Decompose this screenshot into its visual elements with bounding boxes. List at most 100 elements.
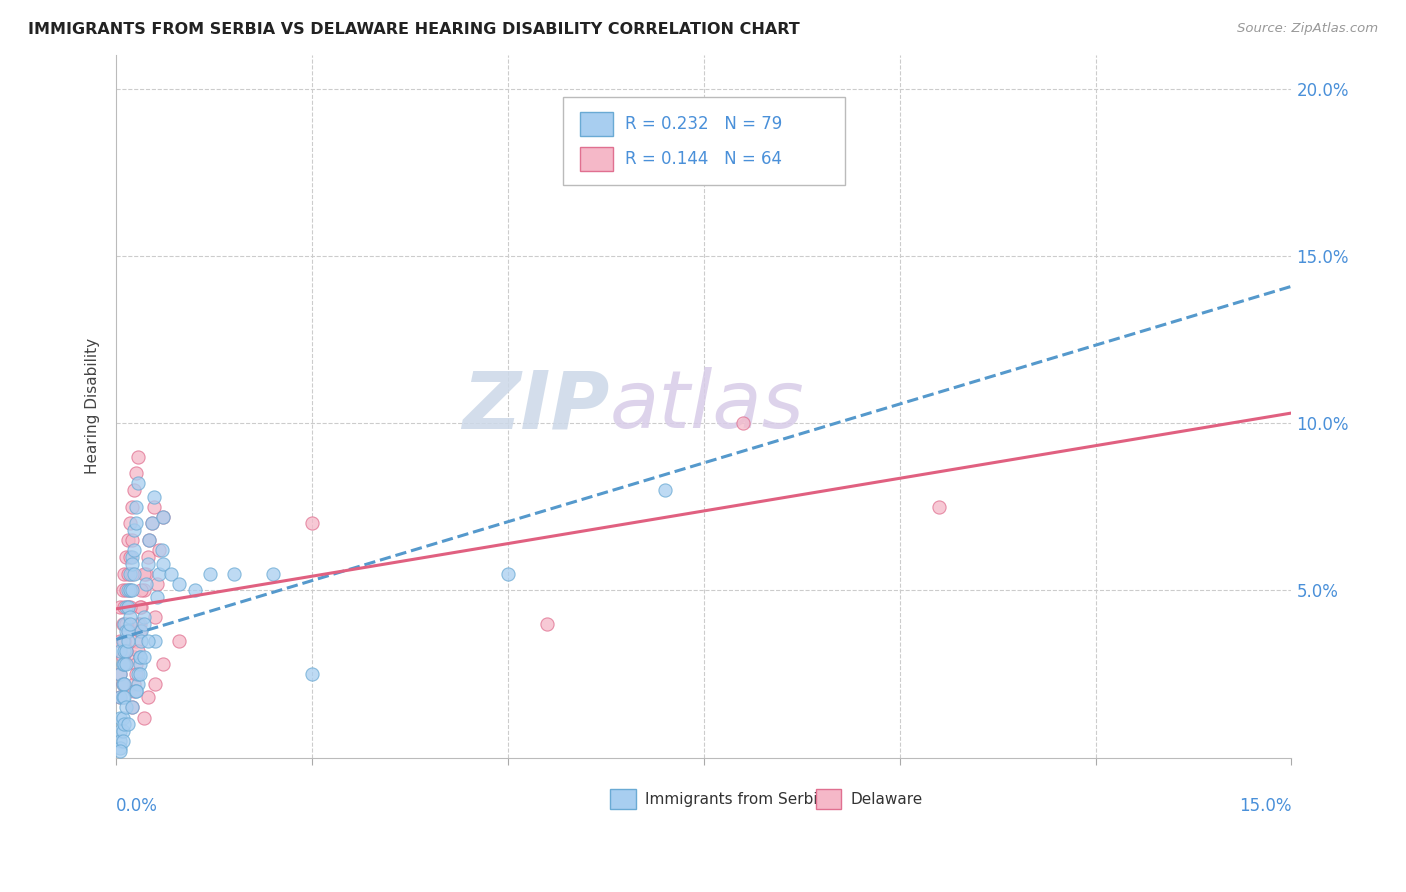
FancyBboxPatch shape — [815, 789, 841, 809]
Point — [928, 500, 950, 514]
Point — [108, 740, 131, 755]
Text: Delaware: Delaware — [851, 791, 922, 806]
Point — [121, 500, 143, 514]
Point — [122, 543, 145, 558]
Point — [200, 566, 222, 581]
Text: atlas: atlas — [610, 368, 804, 445]
Point — [152, 509, 174, 524]
Point — [108, 633, 131, 648]
Point — [125, 657, 148, 671]
Point — [117, 600, 139, 615]
Point — [117, 624, 139, 638]
Point — [132, 650, 155, 665]
Point — [120, 583, 142, 598]
Point — [120, 583, 142, 598]
Point — [121, 549, 143, 564]
Point — [167, 633, 190, 648]
Point — [112, 677, 135, 691]
Point — [112, 643, 135, 657]
Point — [108, 600, 131, 615]
Point — [127, 667, 149, 681]
Point — [120, 516, 142, 531]
Point — [108, 643, 131, 657]
Point — [131, 633, 153, 648]
Point — [167, 576, 190, 591]
Point — [114, 624, 136, 638]
Point — [152, 657, 174, 671]
Point — [128, 624, 150, 638]
Text: 15.0%: 15.0% — [1239, 797, 1292, 814]
Point — [114, 643, 136, 657]
Point — [132, 710, 155, 724]
Point — [122, 483, 145, 497]
Point — [122, 566, 145, 581]
Point — [136, 557, 159, 571]
Point — [117, 533, 139, 548]
Point — [117, 624, 139, 638]
Point — [114, 643, 136, 657]
Point — [108, 690, 131, 705]
FancyBboxPatch shape — [581, 112, 613, 136]
Point — [120, 566, 142, 581]
Point — [136, 633, 159, 648]
Point — [120, 610, 142, 624]
Point — [128, 616, 150, 631]
Point — [122, 677, 145, 691]
Point — [117, 583, 139, 598]
Point — [111, 690, 134, 705]
Point — [131, 583, 153, 598]
Text: R = 0.232   N = 79: R = 0.232 N = 79 — [626, 115, 782, 133]
Y-axis label: Hearing Disability: Hearing Disability — [86, 338, 100, 475]
Point — [121, 566, 143, 581]
Point — [160, 566, 183, 581]
Point — [138, 533, 160, 548]
Point — [128, 600, 150, 615]
Point — [122, 650, 145, 665]
Point — [122, 683, 145, 698]
Point — [131, 624, 153, 638]
Text: 0.0%: 0.0% — [117, 797, 157, 814]
Point — [145, 610, 167, 624]
Point — [117, 633, 139, 648]
Point — [496, 566, 519, 581]
Point — [117, 600, 139, 615]
Point — [111, 677, 134, 691]
Point — [262, 566, 284, 581]
Point — [152, 509, 174, 524]
Point — [654, 483, 676, 497]
Text: ZIP: ZIP — [463, 368, 610, 445]
Point — [127, 476, 149, 491]
Point — [146, 590, 169, 604]
Point — [111, 657, 134, 671]
Point — [132, 566, 155, 581]
Point — [111, 650, 134, 665]
Point — [111, 633, 134, 648]
Point — [112, 633, 135, 648]
Point — [136, 690, 159, 705]
Point — [120, 549, 142, 564]
Text: IMMIGRANTS FROM SERBIA VS DELAWARE HEARING DISABILITY CORRELATION CHART: IMMIGRANTS FROM SERBIA VS DELAWARE HEARI… — [28, 22, 800, 37]
Point — [114, 657, 136, 671]
Point — [132, 616, 155, 631]
Point — [117, 717, 139, 731]
Point — [121, 557, 143, 571]
FancyBboxPatch shape — [581, 147, 613, 171]
Point — [111, 677, 134, 691]
Point — [145, 633, 167, 648]
Point — [536, 616, 558, 631]
Point — [121, 700, 143, 714]
Point — [127, 450, 149, 464]
Point — [112, 657, 135, 671]
Point — [114, 583, 136, 598]
Point — [112, 717, 135, 731]
Point — [125, 516, 148, 531]
Point — [121, 533, 143, 548]
Text: R = 0.144   N = 64: R = 0.144 N = 64 — [626, 150, 782, 168]
Point — [301, 516, 323, 531]
Point — [138, 533, 160, 548]
Point — [125, 683, 148, 698]
Point — [114, 616, 136, 631]
Point — [108, 734, 131, 748]
Text: Immigrants from Serbia: Immigrants from Serbia — [645, 791, 827, 806]
Point — [114, 700, 136, 714]
